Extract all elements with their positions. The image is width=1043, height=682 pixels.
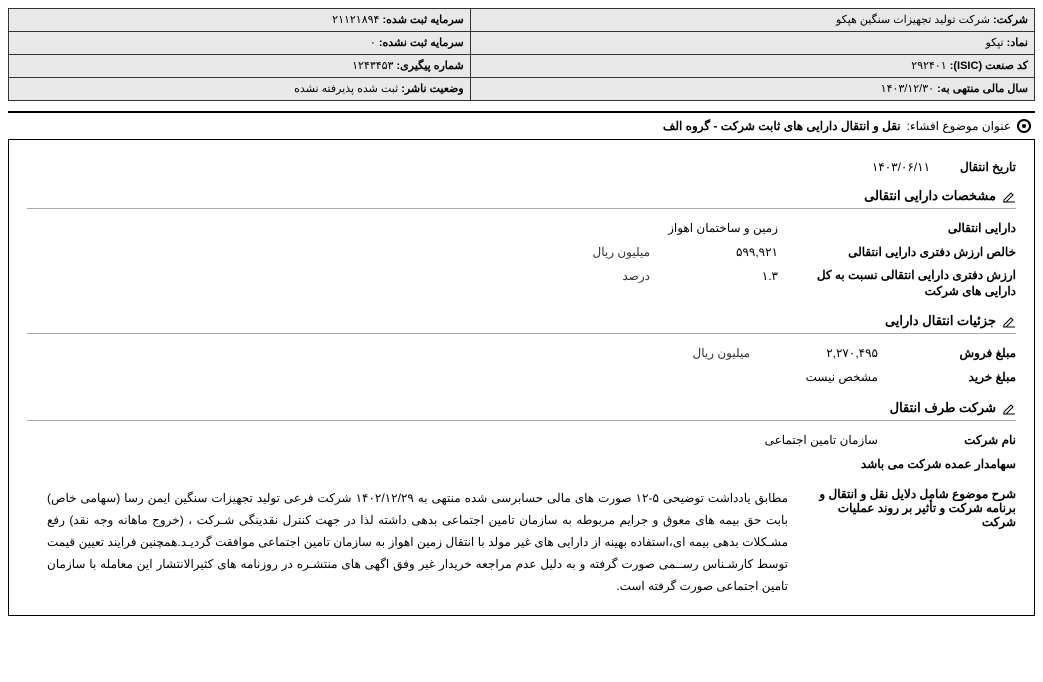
unregistered-capital-cell: سرمایه ثبت نشده: ۰ [9, 32, 471, 55]
registered-capital-value: ۲۱۱۲۱۸۹۴ [332, 14, 379, 26]
sale-label: مبلغ فروش [896, 344, 1016, 362]
fiscal-year-label: سال مالی منتهی به: [937, 83, 1028, 95]
disclosure-title-label: عنوان موضوع افشاء: [907, 119, 1011, 133]
transfer-date-value: ۱۴۰۳/۰۶/۱۱ [872, 160, 930, 174]
counterparty-name-label: نام شرکت [896, 431, 1016, 449]
tracking-value: ۱۲۴۳۴۵۳ [352, 60, 393, 72]
edit-icon [1002, 189, 1016, 203]
unregistered-capital-value: ۰ [370, 37, 376, 49]
counterparty-name-row: نام شرکت سازمان تامین اجتماعی [27, 431, 1016, 449]
main-content-box: تاریخ انتقال ۱۴۰۳/۰۶/۱۱ مشخصات دارایی ان… [8, 139, 1035, 616]
ratio-unit: درصد [622, 267, 650, 285]
tracking-label: شماره پیگیری: [397, 60, 464, 72]
sale-unit: میلیون ریال [693, 344, 751, 362]
book-value-unit: میلیون ریال [593, 243, 651, 261]
asset-label: دارایی انتقالی [796, 219, 1016, 237]
symbol-label: نماد: [1007, 37, 1028, 49]
asset-value: زمین و ساختمان اهواز [668, 219, 778, 237]
section-asset-spec-title: مشخصات دارایی انتقالی [864, 188, 996, 204]
edit-icon [1002, 401, 1016, 415]
fiscal-year-value: ۱۴۰۳/۱۲/۳۰ [881, 83, 934, 95]
book-value-label: خالص ارزش دفتری دارایی انتقالی [796, 243, 1016, 261]
tracking-cell: شماره پیگیری: ۱۲۴۳۴۵۳ [9, 55, 471, 78]
section-counterparty-title: شرکت طرف انتقال [890, 400, 996, 416]
sale-value: ۲,۲۷۰,۴۹۵ [768, 344, 878, 362]
isic-label: کد صنعت (ISIC): [950, 60, 1028, 72]
company-label: شرکت: [993, 14, 1028, 26]
transfer-date-label: تاریخ انتقال [960, 160, 1016, 174]
section-transfer-details-title: جزئیات انتقال دارایی [885, 313, 996, 329]
header-table: شرکت: شرکت تولید تجهیزات سنگین هپکو سرما… [8, 8, 1035, 101]
publisher-status-cell: وضعیت ناشر: ثبت شده پذیرفته نشده [9, 78, 471, 101]
section-counterparty: شرکت طرف انتقال [27, 400, 1016, 421]
ratio-value: ۱.۳ [668, 267, 778, 285]
target-icon [1017, 119, 1031, 133]
counterparty-name-value: سازمان تامین اجتماعی [765, 431, 878, 449]
ratio-row: ارزش دفتری دارایی انتقالی نسبت به کل دار… [27, 267, 1016, 299]
company-cell: شرکت: شرکت تولید تجهیزات سنگین هپکو [470, 9, 1034, 32]
purchase-row: مبلغ خرید مشخص نیست [27, 368, 1016, 386]
unregistered-capital-label: سرمایه ثبت نشده: [379, 37, 464, 49]
ratio-label: ارزش دفتری دارایی انتقالی نسبت به کل دار… [796, 267, 1016, 299]
book-value-row: خالص ارزش دفتری دارایی انتقالی ۵۹۹,۹۲۱ م… [27, 243, 1016, 261]
purchase-value: مشخص نیست [768, 368, 878, 386]
shareholder-note-row: سهامدار عمده شرکت می باشد [27, 455, 1016, 473]
shareholder-note: سهامدار عمده شرکت می باشد [861, 455, 1016, 473]
isic-value: ۲۹۲۴۰۱ [911, 60, 946, 72]
fiscal-year-cell: سال مالی منتهی به: ۱۴۰۳/۱۲/۳۰ [470, 78, 1034, 101]
symbol-value: تپکو [985, 37, 1003, 49]
symbol-cell: نماد: تپکو [470, 32, 1034, 55]
asset-row: دارایی انتقالی زمین و ساختمان اهواز [27, 219, 1016, 237]
isic-cell: کد صنعت (ISIC): ۲۹۲۴۰۱ [470, 55, 1034, 78]
registered-capital-label: سرمایه ثبت شده: [383, 14, 464, 26]
registered-capital-cell: سرمایه ثبت شده: ۲۱۱۲۱۸۹۴ [9, 9, 471, 32]
purchase-label: مبلغ خرید [896, 368, 1016, 386]
section-transfer-details: جزئیات انتقال دارایی [27, 313, 1016, 334]
description-text: مطابق یادداشت توضیحی ۵-۱۲ صورت های مالی … [27, 487, 788, 597]
edit-icon [1002, 314, 1016, 328]
publisher-status-value: ثبت شده پذیرفته نشده [294, 83, 398, 95]
description-label: شرح موضوع شامل دلایل نقل و انتقال و برنا… [806, 487, 1016, 597]
book-value: ۵۹۹,۹۲۱ [668, 243, 778, 261]
disclosure-title-row: عنوان موضوع افشاء: نقل و انتقال دارایی ه… [8, 111, 1035, 139]
company-value: شرکت تولید تجهیزات سنگین هپکو [836, 14, 990, 26]
transfer-date-row: تاریخ انتقال ۱۴۰۳/۰۶/۱۱ [27, 160, 1016, 174]
publisher-status-label: وضعیت ناشر: [401, 83, 464, 95]
description-row: شرح موضوع شامل دلایل نقل و انتقال و برنا… [27, 487, 1016, 597]
sale-row: مبلغ فروش ۲,۲۷۰,۴۹۵ میلیون ریال [27, 344, 1016, 362]
section-asset-spec: مشخصات دارایی انتقالی [27, 188, 1016, 209]
disclosure-title-value: نقل و انتقال دارایی های ثابت شرکت - گروه… [663, 119, 901, 133]
